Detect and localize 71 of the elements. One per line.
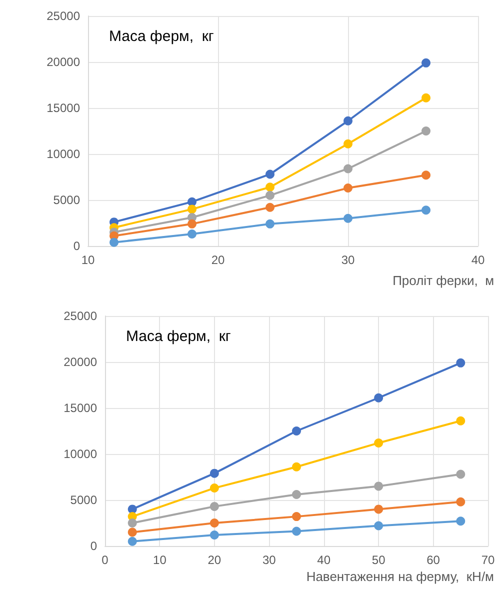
y-axis-title: Маса ферм, кг xyxy=(126,328,232,345)
point xyxy=(128,536,137,546)
point xyxy=(344,184,352,193)
x-axis-title: Проліт ферки, м xyxy=(392,273,494,288)
point xyxy=(266,170,274,179)
point xyxy=(292,426,301,436)
point xyxy=(292,512,301,522)
x-tick-label: 20 xyxy=(211,253,225,267)
x-tick-label: 60 xyxy=(426,553,440,567)
x-tick-label: 10 xyxy=(153,553,167,567)
point xyxy=(188,204,196,214)
point xyxy=(266,182,274,192)
point xyxy=(210,484,219,493)
point xyxy=(128,528,137,537)
x-tick-label: 70 xyxy=(481,553,495,567)
point xyxy=(344,214,352,223)
point xyxy=(188,230,196,239)
point xyxy=(128,518,137,528)
point xyxy=(128,504,137,514)
point xyxy=(374,438,384,448)
point xyxy=(210,502,219,511)
point xyxy=(210,468,219,478)
y-tick-label: 10000 xyxy=(64,447,98,461)
x-tick-label: 40 xyxy=(317,553,331,567)
point xyxy=(456,358,466,368)
y-tick-label: 5000 xyxy=(70,493,98,507)
point xyxy=(266,190,274,200)
point xyxy=(374,521,384,530)
point xyxy=(266,219,274,228)
point xyxy=(422,126,430,136)
y-tick-label: 0 xyxy=(73,239,80,253)
point xyxy=(110,238,118,247)
point xyxy=(374,482,384,491)
point xyxy=(456,516,466,526)
point xyxy=(422,206,430,215)
y-tick-label: 20000 xyxy=(46,55,80,69)
point xyxy=(422,58,430,68)
point xyxy=(456,497,466,506)
y-tick-label: 0 xyxy=(90,539,98,553)
y-tick-label: 10000 xyxy=(46,147,80,161)
x-tick-label: 0 xyxy=(102,553,109,567)
y-tick-label: 20000 xyxy=(64,355,98,369)
x-tick-label: 20 xyxy=(208,553,222,567)
y-tick-label: 15000 xyxy=(46,101,80,115)
x-tick-label: 10 xyxy=(81,253,95,267)
point xyxy=(344,116,352,126)
point xyxy=(456,470,466,479)
point xyxy=(188,219,196,228)
y-tick-label: 25000 xyxy=(46,9,80,23)
point xyxy=(292,526,301,536)
y-tick-label: 15000 xyxy=(64,401,98,415)
point xyxy=(292,462,301,472)
point xyxy=(344,139,352,148)
point xyxy=(422,170,430,180)
point xyxy=(374,393,384,402)
point xyxy=(210,518,219,528)
x-tick-label: 50 xyxy=(372,553,386,567)
point xyxy=(210,530,219,540)
point xyxy=(344,164,352,174)
y-tick-label: 25000 xyxy=(64,309,98,323)
x-tick-label: 30 xyxy=(341,253,355,267)
x-axis-title: Навентаження на ферму, кН/м xyxy=(306,569,494,584)
y-axis-title: Маса ферм, кг xyxy=(109,28,214,45)
x-tick-label: 40 xyxy=(471,253,485,267)
x-tick-label: 30 xyxy=(262,553,276,567)
point xyxy=(266,202,274,212)
point xyxy=(292,490,301,499)
point xyxy=(456,416,466,426)
point xyxy=(374,504,384,514)
y-tick-label: 5000 xyxy=(53,193,80,207)
point xyxy=(422,93,430,102)
